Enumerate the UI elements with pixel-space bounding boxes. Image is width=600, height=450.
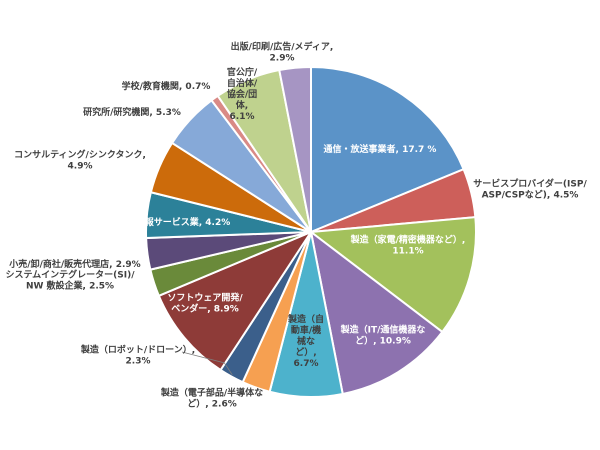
data-label: 製造（家電/精密機器など）, 11.1%: [350, 234, 466, 257]
data-label: 製造（電子部品/半導体など）, 2.6%: [160, 387, 263, 410]
pie-slice: [157, 229, 314, 372]
pie-slices: [145, 65, 477, 398]
data-label: 官公庁/自治体/協会/団体, 6.1%: [227, 66, 258, 122]
data-label: サービスプロバイダー(ISP/ASP/CSPなど), 4.5%: [473, 178, 587, 201]
data-label: 製造（自動車/機械など）, 6.7%: [287, 313, 324, 369]
data-label: 製造（ロボット/ドローン）, 2.3%: [80, 344, 195, 367]
data-labels: 通信・放送事業者, 17.7 % サービスプロバイダー(ISP/ASP/CSPなど…: [5, 41, 587, 410]
data-label: ソフトウェア開発/ベンダー, 8.9%: [167, 292, 243, 315]
data-label: 情報サービス業, 4.2%: [135, 216, 231, 228]
data-label: コンサルティング/シンクタンク, 4.9%: [14, 149, 146, 172]
data-label: 小売/卸/商社/販売代理店, 2.9%: [8, 258, 140, 270]
data-label: 学校/教育機関, 0.7%: [122, 80, 211, 92]
pie-slice: [308, 216, 477, 334]
pie-slice: [309, 229, 444, 396]
data-label: システムインテグレーター(SI)/NW 敷設企業, 2.5%: [5, 269, 135, 292]
data-label: 通信・放送事業者, 17.7 %: [324, 143, 437, 155]
leader-line: [181, 351, 233, 376]
pie-slice: [278, 65, 312, 233]
data-label: 研究所/研究機関, 5.3%: [83, 106, 181, 118]
pie-slice: [310, 65, 465, 234]
data-label: 出版/印刷/広告/メディア, 2.9%: [231, 41, 334, 64]
data-label: 製造（IT/通信機器など）, 10.9%: [340, 324, 426, 347]
